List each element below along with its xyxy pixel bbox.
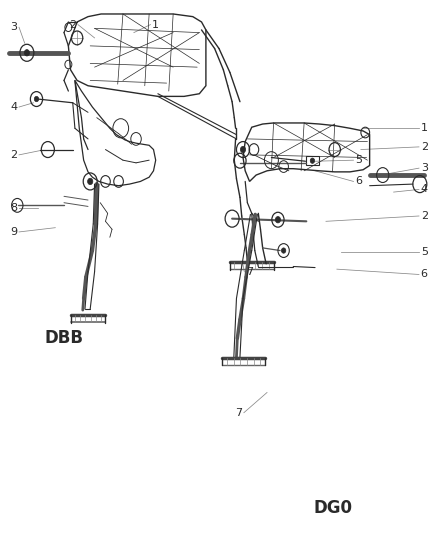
Text: 4: 4 (420, 184, 428, 195)
Text: 1: 1 (421, 123, 428, 133)
Text: 5: 5 (421, 247, 428, 256)
Text: 9: 9 (10, 227, 18, 237)
Text: 8: 8 (10, 203, 18, 213)
Text: 7: 7 (246, 267, 253, 277)
Bar (306, 156, 318, 165)
Text: 2: 2 (69, 20, 76, 30)
Circle shape (34, 96, 39, 102)
Circle shape (240, 147, 246, 153)
Text: 2: 2 (420, 211, 428, 221)
Circle shape (24, 50, 29, 56)
Text: 2: 2 (10, 150, 18, 160)
Text: 1: 1 (152, 20, 159, 30)
Text: 4: 4 (10, 102, 18, 112)
Circle shape (282, 248, 286, 253)
Text: 7: 7 (235, 408, 242, 418)
Circle shape (310, 158, 314, 164)
Text: 6: 6 (421, 270, 428, 279)
Text: 2: 2 (420, 142, 428, 152)
Text: DG0: DG0 (313, 499, 352, 517)
Circle shape (88, 178, 93, 184)
Text: 3: 3 (421, 163, 428, 173)
Circle shape (276, 216, 281, 223)
Text: DBB: DBB (44, 329, 83, 348)
Text: 6: 6 (355, 176, 362, 187)
Text: 5: 5 (355, 155, 362, 165)
Text: 3: 3 (10, 22, 17, 33)
